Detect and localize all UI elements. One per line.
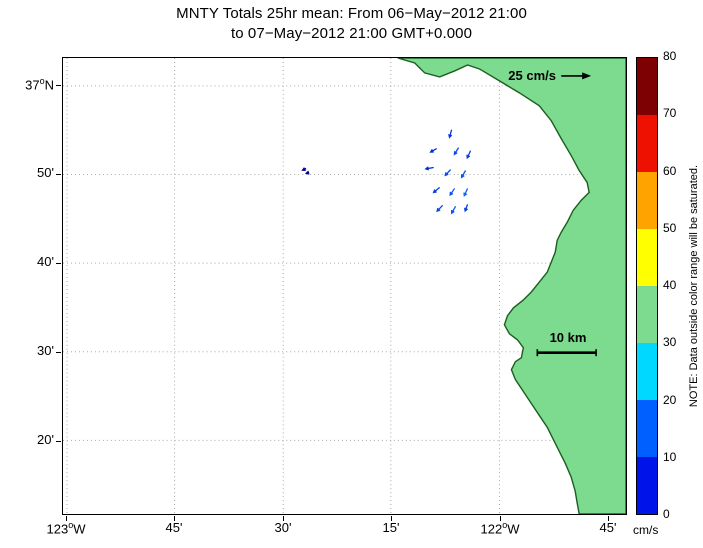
- current-vector: [429, 148, 437, 153]
- map-plot-area: [62, 57, 627, 515]
- current-vector: [453, 147, 460, 156]
- colorbar-tick-label: 30: [663, 335, 677, 350]
- y-tick-label: 20': [37, 432, 54, 447]
- land-polygon: [397, 58, 626, 514]
- current-vector: [304, 170, 310, 175]
- colorbar-tick-label: 50: [663, 220, 677, 235]
- x-tick-mark: [500, 516, 501, 521]
- colorbar-segment-60-70: [637, 115, 657, 172]
- map-canvas: [63, 58, 626, 514]
- x-tick-label: 30': [274, 520, 292, 535]
- x-tick-mark: [608, 516, 609, 521]
- y-tick-mark: [56, 85, 61, 86]
- colorbar-tick-label: 80: [663, 49, 677, 63]
- reference-arrow-label: 25 cm/s: [508, 68, 556, 83]
- x-tick-mark: [391, 516, 392, 521]
- colorbar-segment-10-20: [637, 400, 657, 457]
- current-vector: [301, 167, 307, 172]
- current-vector: [449, 188, 456, 197]
- current-vector: [466, 150, 472, 160]
- current-vector: [464, 204, 469, 213]
- colorbar-tick-label: 10: [663, 449, 677, 464]
- y-tick-mark: [56, 174, 61, 175]
- y-tick-label: 50': [37, 165, 54, 180]
- y-tick-label: 40': [37, 254, 54, 269]
- figure-title-line-2: to 07−May−2012 21:00 GMT+0.000: [230, 25, 473, 42]
- saturation-note: NOTE: Data outside color range will be s…: [688, 164, 700, 408]
- current-vector: [450, 206, 457, 215]
- y-tick-mark: [56, 352, 61, 353]
- colorbar-segment-70-80: [637, 58, 657, 115]
- colorbar-tick-label: 60: [663, 163, 677, 178]
- y-tick-label: 30': [37, 343, 54, 358]
- x-tick-label: 122oW: [480, 520, 520, 537]
- x-tick-mark: [174, 516, 175, 521]
- current-vector: [460, 170, 467, 179]
- x-tick-label: 15': [382, 520, 400, 535]
- y-tick-label: 37oN: [25, 76, 54, 93]
- colorbar-tick-label: 20: [663, 392, 677, 407]
- current-vector: [436, 204, 444, 213]
- x-tick-label: 45': [165, 520, 183, 535]
- x-tick-mark: [66, 516, 67, 521]
- colorbar-tick-label: 40: [663, 278, 677, 292]
- y-tick-mark: [56, 263, 61, 264]
- x-tick-label: 123oW: [46, 520, 86, 537]
- scale-bar-label: 10 km: [549, 330, 587, 345]
- colorbar-segment-30-40: [637, 286, 657, 343]
- y-tick-mark: [56, 441, 61, 442]
- reference-arrow-head: [582, 72, 592, 80]
- colorbar: [636, 57, 658, 515]
- colorbar-segment-0-10: [637, 457, 657, 514]
- colorbar-tick-label: 70: [663, 106, 677, 121]
- colorbar-segment-40-50: [637, 229, 657, 286]
- current-vector: [448, 129, 453, 139]
- colorbar-tick-label: 0: [663, 507, 670, 521]
- colorbar-segment-50-60: [637, 172, 657, 229]
- x-tick-mark: [283, 516, 284, 521]
- colorbar-unit-label: cm/s: [633, 523, 659, 537]
- colorbar-segment-20-30: [637, 343, 657, 400]
- figure-title-line-1: MNTY Totals 25hr mean: From 06−May−2012 …: [176, 5, 527, 22]
- current-vector: [444, 169, 452, 177]
- current-vector: [463, 188, 469, 197]
- x-tick-label: 45': [599, 520, 617, 535]
- current-vector: [432, 186, 441, 194]
- current-vector: [424, 166, 434, 171]
